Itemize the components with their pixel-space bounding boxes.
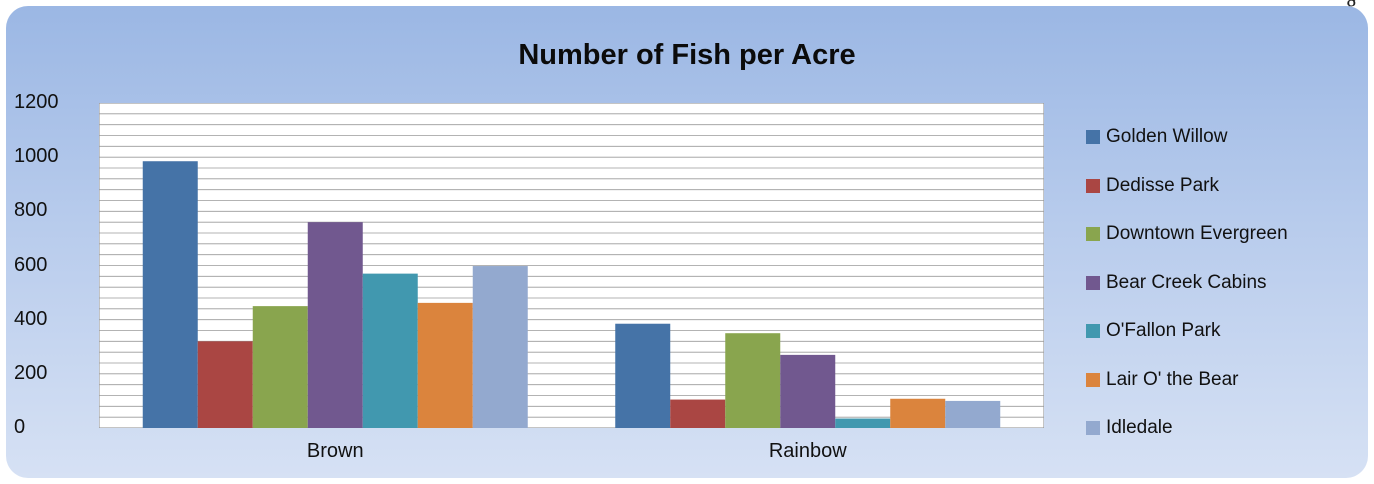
bar-golden-willow-rainbow	[615, 323, 671, 428]
x-category-label: Brown	[306, 440, 364, 462]
legend: Golden Willow Dedisse Park Downtown Evergr…	[1086, 126, 1366, 446]
legend-item: Dedisse Park	[1086, 175, 1219, 197]
legend-label: Bear Creek Cabins	[1106, 271, 1267, 293]
legend-item: Golden Willow	[1086, 126, 1227, 148]
legend-item: Downtown Evergreen	[1086, 223, 1288, 245]
legend-label: Downtown Evergreen	[1106, 223, 1288, 244]
legend-label: Golden Willow	[1106, 126, 1228, 147]
legend-label: O'Fallon Park	[1106, 320, 1221, 341]
legend-item: Bear Creek Cabins	[1086, 272, 1267, 294]
legend-swatch	[1086, 227, 1100, 241]
bar-idledale-brown	[472, 266, 528, 428]
bar-bear-creek-cabins-brown	[307, 222, 363, 428]
legend-swatch	[1086, 324, 1100, 338]
bar-bear-creek-cabins-rainbow	[780, 354, 836, 428]
bar-dedisse-park-rainbow	[670, 399, 726, 428]
bars	[142, 161, 1001, 428]
legend-swatch	[1086, 178, 1100, 193]
legend-item: O'Fallon Park	[1086, 320, 1221, 342]
y-tick-label: 1000	[14, 145, 59, 168]
bar-o-fallon-park-rainbow	[835, 418, 891, 428]
legend-item: Idledale	[1086, 417, 1173, 439]
chart-panel: Number of Fish per Acre 0 200 400 600 800 100…	[6, 6, 1368, 478]
bar-idledale-rainbow	[945, 400, 1001, 428]
bar-lair-o-the-bear-rainbow	[890, 398, 946, 428]
bar-o-fallon-park-brown	[362, 273, 418, 428]
legend-swatch	[1086, 372, 1100, 387]
y-tick-label: 1200	[14, 91, 59, 113]
bar-golden-willow-brown	[142, 161, 198, 428]
legend-swatch	[1086, 130, 1100, 144]
bar-downtown-evergreen-rainbow	[725, 333, 781, 428]
x-category-label: Rainbow	[768, 440, 847, 462]
plot-area	[99, 103, 1044, 428]
legend-label: Idledale	[1106, 417, 1173, 438]
legend-label: Dedisse Park	[1106, 174, 1219, 196]
y-tick-label: 0	[14, 416, 26, 438]
y-tick-label: 600	[14, 253, 48, 276]
legend-label: Lair O' the Bear	[1106, 368, 1239, 390]
bar-lair-o-the-bear-brown	[417, 302, 473, 428]
y-tick-label: 800	[14, 199, 48, 222]
y-tick-label: 200	[14, 361, 48, 384]
bar-dedisse-park-brown	[197, 341, 253, 428]
legend-item: Lair O' the Bear	[1086, 369, 1238, 391]
legend-swatch	[1086, 275, 1100, 290]
y-tick-label: 400	[14, 307, 48, 330]
legend-swatch	[1086, 421, 1100, 435]
bar-downtown-evergreen-brown	[252, 306, 308, 428]
chart-title: Number of Fish per Acre	[518, 39, 856, 71]
